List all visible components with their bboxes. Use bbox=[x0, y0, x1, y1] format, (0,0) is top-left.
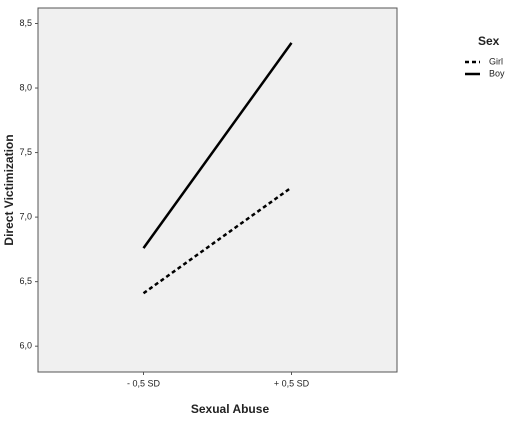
x-tick-label: - 0,5 SD bbox=[127, 378, 161, 388]
y-tick-label: 6,0 bbox=[19, 341, 32, 351]
y-tick-label: 6,5 bbox=[19, 276, 32, 286]
legend-label: Girl bbox=[489, 56, 503, 66]
y-axis-title: Direct Victimization bbox=[2, 134, 16, 245]
y-tick-label: 8,0 bbox=[19, 82, 32, 92]
y-tick-label: 7,0 bbox=[19, 211, 32, 221]
legend-label: Boy bbox=[489, 68, 505, 78]
y-tick-label: 8,5 bbox=[19, 18, 32, 28]
series-line bbox=[142, 42, 293, 249]
plot-area bbox=[37, 7, 398, 373]
x-tick-label: + 0,5 SD bbox=[274, 378, 310, 388]
legend-title: Sex bbox=[478, 34, 500, 48]
y-tick-label: 7,5 bbox=[19, 147, 32, 157]
x-axis-title: Sexual Abuse bbox=[191, 402, 270, 416]
series-line bbox=[142, 186, 293, 295]
